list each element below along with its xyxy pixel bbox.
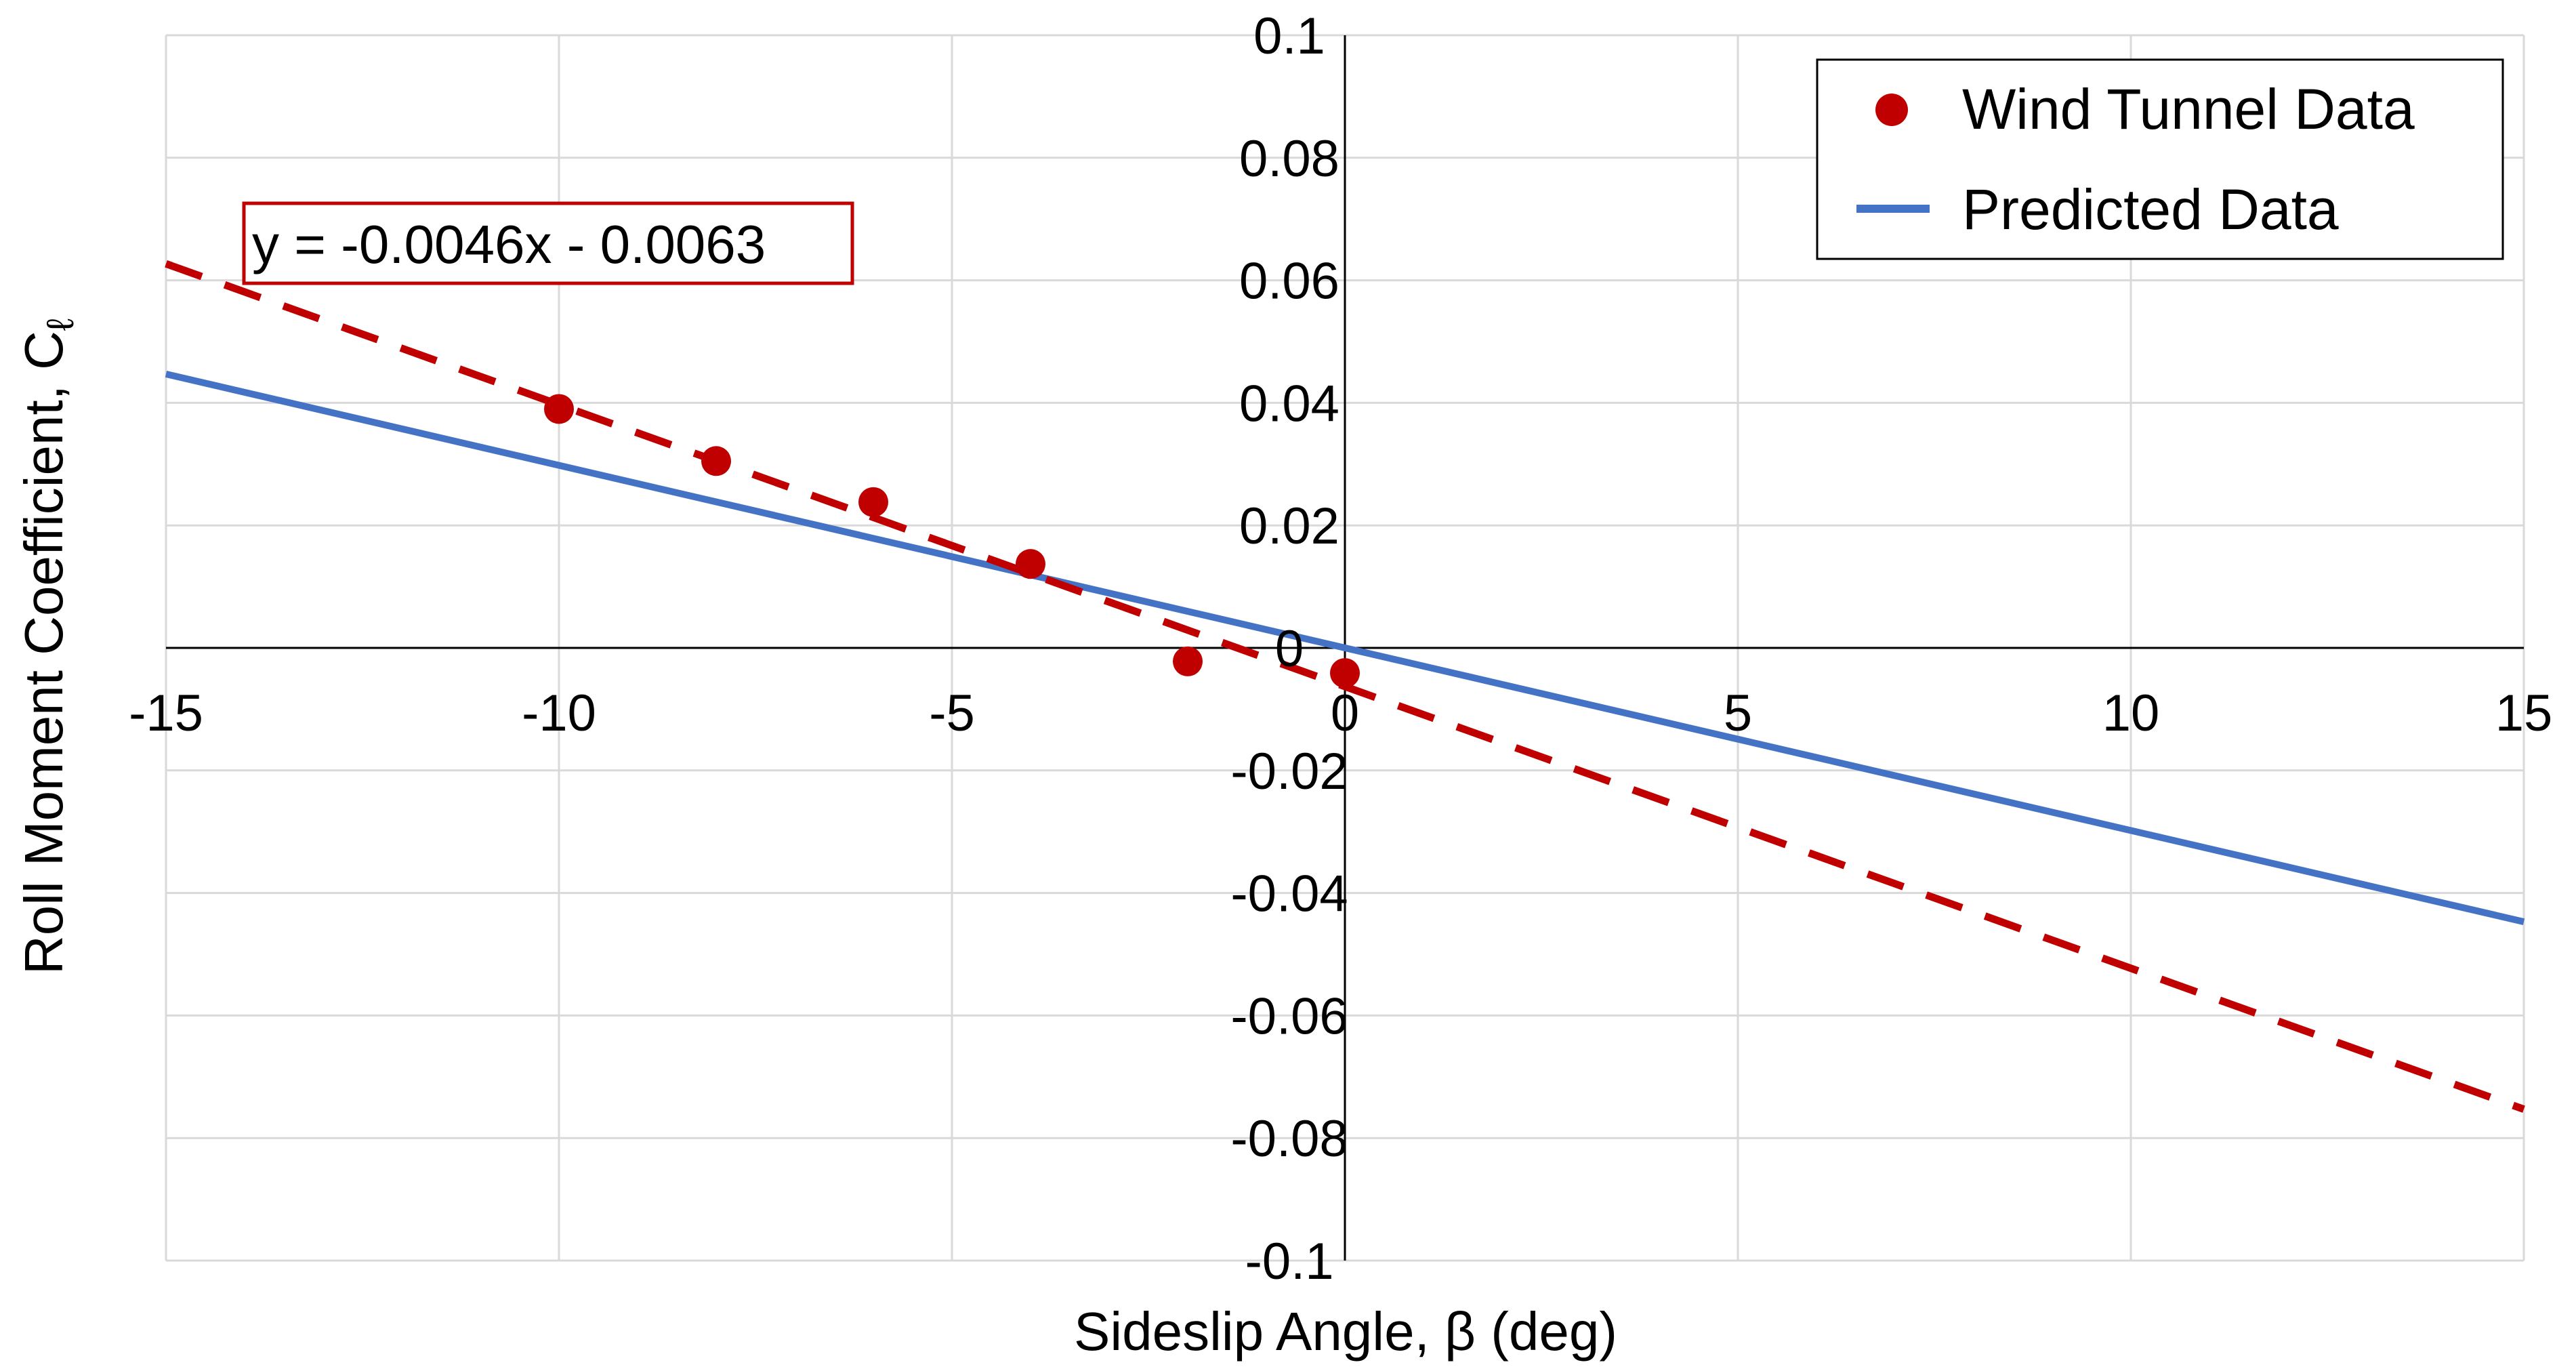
y-tick-label: -0.08 bbox=[1230, 1110, 1348, 1168]
y-tick-label: 0.06 bbox=[1239, 253, 1339, 310]
y-axis-title: Roll Moment Coefficient, Cℓ bbox=[14, 319, 81, 975]
tick-labels: -15 -10 -5 0 5 10 150.10.080.060.040.020-0.02-… bbox=[129, 7, 2552, 1290]
wind-tunnel-point bbox=[858, 487, 888, 517]
wind-tunnel-point bbox=[544, 394, 574, 424]
y-tick-label: -0.06 bbox=[1230, 987, 1348, 1045]
x-tick-label: 15 bbox=[2495, 684, 2553, 742]
y-axis-title-main: Roll Moment Coefficient, C bbox=[14, 331, 74, 975]
x-tick-label: 10 bbox=[2102, 684, 2160, 742]
x-tick-label: -15 bbox=[129, 684, 203, 742]
x-axis-title: Sideslip Angle, β (deg) bbox=[1074, 1301, 1617, 1362]
trendline-equation-box: y = -0.0046x - 0.0063 bbox=[242, 201, 854, 285]
y-tick-label: -0.02 bbox=[1230, 743, 1348, 800]
y-tick-label: -0.1 bbox=[1245, 1233, 1334, 1290]
y-tick-label: -0.04 bbox=[1230, 865, 1348, 923]
y-tick-label: 0 bbox=[1275, 620, 1304, 678]
wind-tunnel-point bbox=[1173, 646, 1203, 676]
legend-label-wind-tunnel: Wind Tunnel Data bbox=[1962, 77, 2415, 141]
x-tick-label: 5 bbox=[1724, 684, 1752, 742]
predicted-data-line bbox=[165, 371, 2525, 925]
x-tick-label: -10 bbox=[522, 684, 596, 742]
legend-frame bbox=[1816, 58, 2504, 260]
y-tick-label: 0.04 bbox=[1239, 375, 1339, 432]
plot-series bbox=[165, 260, 2525, 1113]
legend-marker-wind-tunnel bbox=[1875, 94, 1908, 126]
wind-tunnel-point bbox=[701, 446, 731, 476]
y-axis-title-subscript: ℓ bbox=[39, 319, 81, 331]
trendline-equation-label: y = -0.0046x - 0.0063 bbox=[252, 214, 766, 274]
legend-label-predicted: Predicted Data bbox=[1962, 178, 2339, 241]
y-tick-label: 0.02 bbox=[1239, 497, 1339, 555]
x-tick-label: -5 bbox=[929, 684, 975, 742]
legend: Wind Tunnel Data Predicted Data bbox=[1816, 58, 2504, 260]
y-tick-label: 0.08 bbox=[1239, 130, 1339, 188]
wind-tunnel-point bbox=[1016, 549, 1045, 579]
wind-tunnel-point bbox=[1330, 658, 1360, 689]
trendline-equation-frame bbox=[242, 201, 854, 285]
y-tick-label: 0.1 bbox=[1253, 7, 1325, 65]
x-tick-label: 0 bbox=[1331, 684, 1359, 742]
